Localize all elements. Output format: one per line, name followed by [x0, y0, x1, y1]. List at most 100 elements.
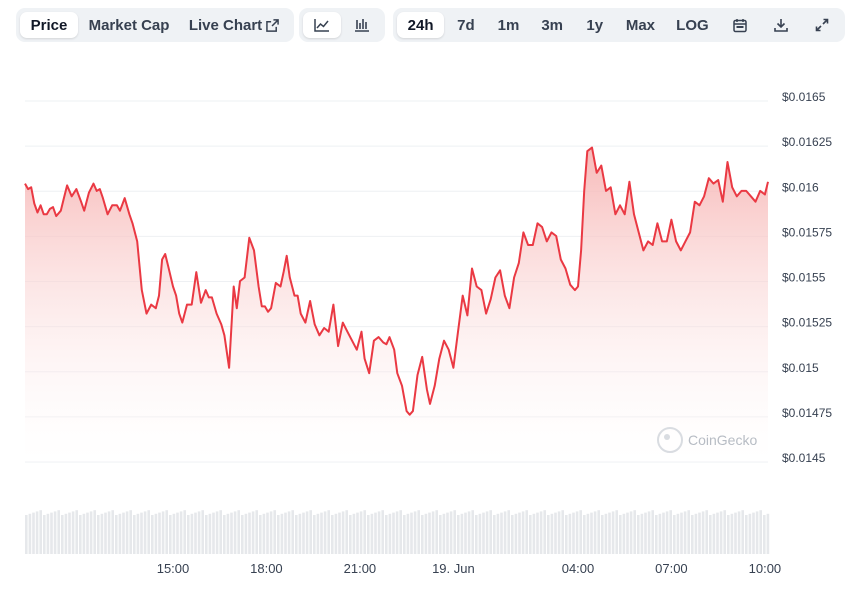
volume-bar — [457, 515, 460, 554]
volume-bar — [669, 510, 672, 554]
volume-bar — [100, 513, 104, 554]
volume-bar — [485, 511, 489, 554]
volume-bar — [147, 510, 150, 554]
range-max-button[interactable]: Max — [625, 16, 656, 34]
volume-bar — [104, 512, 107, 554]
volume-bar — [503, 511, 507, 554]
volume-bar — [763, 515, 766, 554]
candlestick-button[interactable] — [343, 12, 381, 38]
volume-bar — [590, 512, 593, 554]
volume-bar — [568, 513, 572, 554]
tab-market-cap[interactable]: Market Cap — [88, 16, 170, 34]
volume-bar — [327, 510, 330, 554]
volume-bar — [259, 515, 262, 554]
line-chart-button[interactable] — [303, 12, 341, 38]
volume-bar — [449, 511, 453, 554]
volume-bar — [514, 513, 518, 554]
volume-bar — [629, 511, 633, 554]
volume-bar — [349, 515, 352, 554]
price-area-fill — [25, 147, 768, 462]
volume-bar — [752, 512, 755, 554]
volume-bar — [561, 510, 564, 554]
volume-bar — [676, 513, 680, 554]
x-tick-label: 21:00 — [344, 561, 377, 576]
volume-bar — [730, 513, 734, 554]
line-chart-icon — [314, 18, 330, 32]
x-axis-labels: 15:00 18:00 21:00 19. Jun 04:00 07:00 10:00 — [157, 561, 781, 576]
volume-bar — [125, 511, 129, 554]
y-tick-label: $0.01525 — [782, 316, 832, 330]
volume-bar — [111, 510, 114, 554]
chart-type-tabs: Price Market Cap Live Chart — [16, 8, 294, 42]
volume-bar — [129, 510, 132, 554]
volume-bar — [313, 515, 316, 554]
volume-bar — [471, 510, 474, 554]
volume-bar — [370, 513, 374, 554]
volume-bar — [500, 512, 503, 554]
volume-bar — [633, 510, 636, 554]
volume-bar — [345, 510, 348, 554]
range-3m-button[interactable]: 3m — [541, 16, 563, 34]
volume-bar — [93, 510, 96, 554]
volume-bar — [338, 512, 341, 554]
download-icon — [773, 18, 788, 32]
range-7d-button[interactable]: 7d — [457, 16, 475, 34]
y-tick-label: $0.015 — [782, 361, 819, 375]
volume-bar — [608, 512, 611, 554]
volume-bar — [233, 511, 237, 554]
volume-bar — [169, 515, 172, 554]
volume-bar — [413, 511, 417, 554]
volume-bar — [295, 515, 298, 554]
volume-bar — [658, 513, 662, 554]
y-tick-label: $0.0145 — [782, 451, 826, 465]
volume-bar — [482, 512, 485, 554]
volume-bar — [201, 510, 204, 554]
volume-bar — [320, 512, 323, 554]
volume-bar — [583, 515, 586, 554]
volume-bar — [719, 511, 723, 554]
volume-bar — [539, 511, 543, 554]
tab-live-chart-label: Live Chart — [188, 16, 263, 34]
download-button[interactable] — [761, 12, 800, 38]
volume-bar — [755, 511, 759, 554]
volume-bar — [467, 511, 471, 554]
volume-bar — [442, 513, 446, 554]
volume-bar — [521, 511, 525, 554]
volume-bar — [604, 513, 608, 554]
volume-bar — [698, 512, 701, 554]
log-scale-button[interactable]: LOG — [676, 16, 709, 34]
volume-bar — [748, 513, 752, 554]
volume-bar — [435, 510, 438, 554]
volume-bar — [25, 515, 28, 554]
volume-bar — [673, 515, 676, 554]
volume-bar — [392, 512, 395, 554]
volume-bar — [687, 510, 690, 554]
tab-live-chart[interactable]: Live Chart — [180, 12, 288, 38]
volume-bar — [565, 515, 568, 554]
volume-bar — [107, 511, 111, 554]
tab-price[interactable]: Price — [20, 12, 78, 38]
volume-bar — [586, 513, 590, 554]
volume-bar — [723, 510, 726, 554]
volume-bar — [622, 513, 626, 554]
time-range-selector: 24h 7d 1m 3m 1y Max LOG — [393, 8, 845, 42]
volume-bar — [262, 513, 266, 554]
fullscreen-button[interactable] — [802, 12, 841, 38]
range-1y-button[interactable]: 1y — [586, 16, 604, 34]
volume-bar — [179, 511, 183, 554]
volume-bar — [241, 515, 244, 554]
y-tick-label: $0.0165 — [782, 90, 826, 104]
range-24h-button[interactable]: 24h — [397, 12, 445, 38]
volume-bar — [593, 511, 597, 554]
x-tick-label: 04:00 — [562, 561, 595, 576]
volume-bar — [611, 511, 615, 554]
volume-bar — [439, 515, 442, 554]
volume-bar — [226, 513, 230, 554]
volume-bar — [694, 513, 698, 554]
range-1m-button[interactable]: 1m — [497, 16, 520, 34]
date-picker-button[interactable] — [720, 12, 759, 38]
volume-bar — [46, 513, 50, 554]
volume-bar — [532, 513, 536, 554]
volume-bar — [136, 513, 140, 554]
